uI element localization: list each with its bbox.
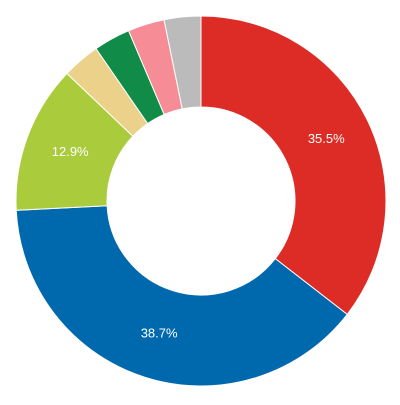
slices-layer: [15, 15, 387, 387]
slice-value-label-1: 35.5%: [308, 131, 345, 146]
donut-slice-7[interactable]: [163, 15, 202, 110]
donut-slice-1[interactable]: [200, 15, 387, 316]
donut-slice-2[interactable]: [15, 205, 348, 387]
slice-value-label-2: 38.7%: [141, 326, 178, 341]
slice-value-label-3: 12.9%: [52, 144, 89, 159]
labels-layer: 35.5% 38.7% 12.9%: [52, 131, 345, 340]
